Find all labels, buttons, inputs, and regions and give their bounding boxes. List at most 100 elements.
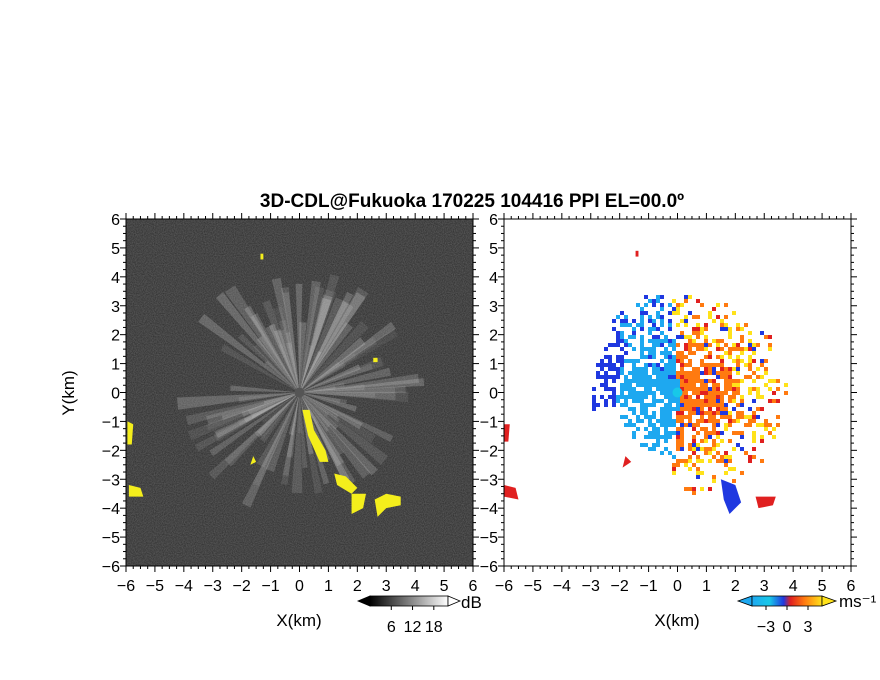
velocity-pixel xyxy=(664,367,668,371)
velocity-pixel xyxy=(684,295,688,299)
velocity-pixel xyxy=(620,323,624,327)
velocity-pixel xyxy=(688,403,692,407)
velocity-pixel xyxy=(732,431,736,435)
velocity-pixel xyxy=(704,391,708,395)
velocity-pixel xyxy=(596,371,600,375)
velocity-pixel xyxy=(728,467,732,471)
velocity-pixel xyxy=(640,383,644,387)
snr-ray xyxy=(299,392,329,432)
snr-overlay-patch xyxy=(260,253,264,260)
velocity-pixel xyxy=(752,447,756,451)
velocity-pixel xyxy=(640,403,644,407)
left-x-tick-label: −3 xyxy=(204,578,222,595)
right-y-tick-label: 3 xyxy=(489,299,498,316)
velocity-pixel xyxy=(716,375,720,379)
right-y-tick-label: −3 xyxy=(480,472,498,489)
velocity-pixel xyxy=(692,463,696,467)
velocity-pixel xyxy=(704,379,708,383)
velocity-pixel xyxy=(688,383,692,387)
right-y-tick-label: −4 xyxy=(480,501,498,518)
velocity-pixel xyxy=(680,459,684,463)
velocity-pixel xyxy=(684,299,688,303)
velocity-pixel xyxy=(608,363,612,367)
velocity-pixel xyxy=(720,399,724,403)
velocity-pixel xyxy=(704,367,708,371)
velocity-pixel xyxy=(672,379,676,383)
velocity-pixel xyxy=(644,411,648,415)
velocity-pixel xyxy=(676,443,680,447)
velocity-pixel xyxy=(740,447,744,451)
velocity-pixel xyxy=(668,435,672,439)
velocity-pixel xyxy=(748,419,752,423)
velocity-pixel xyxy=(668,411,672,415)
velocity-pixel xyxy=(712,439,716,443)
velocity-pixel xyxy=(712,431,716,435)
velocity-pixel xyxy=(700,371,704,375)
velocity-pixel xyxy=(684,487,688,491)
velocity-pixel xyxy=(756,375,760,379)
velocity-pixel xyxy=(684,379,688,383)
velocity-pixel xyxy=(668,383,672,387)
velocity-pixel xyxy=(736,359,740,363)
velocity-pixel xyxy=(724,451,728,455)
velocity-pixel xyxy=(724,407,728,411)
snr-ray xyxy=(299,392,376,444)
velocity-pixel xyxy=(660,451,664,455)
velocity-pixel xyxy=(628,407,632,411)
velocity-pixel xyxy=(636,419,640,423)
velocity-pixel xyxy=(680,331,684,335)
snr-ray xyxy=(252,392,300,486)
velocity-pixel xyxy=(728,335,732,339)
velocity-pixel xyxy=(648,351,652,355)
velocity-pixel xyxy=(676,427,680,431)
velocity-pixel xyxy=(740,395,744,399)
velocity-pixel xyxy=(644,371,648,375)
velocity-pixel xyxy=(656,387,660,391)
snr-ray xyxy=(272,306,300,393)
snr-ray xyxy=(208,392,300,480)
snr-ray xyxy=(299,392,329,417)
velocity-pixel xyxy=(744,323,748,327)
snr-ray xyxy=(299,328,399,393)
velocity-pixels xyxy=(504,250,788,514)
snr-ray xyxy=(224,285,300,393)
velocity-pixel xyxy=(696,391,700,395)
velocity-pixel xyxy=(708,395,712,399)
velocity-pixel xyxy=(704,383,708,387)
velocity-pixel xyxy=(656,343,660,347)
velocity-pixel xyxy=(668,375,672,379)
velocity-pixel xyxy=(620,335,624,339)
velocity-pixel xyxy=(604,347,608,351)
velocity-pixel xyxy=(672,339,676,343)
snr-ray xyxy=(278,329,300,393)
velocity-pixel xyxy=(692,439,696,443)
snr-ray xyxy=(299,392,371,479)
velocity-pixel xyxy=(644,415,648,419)
velocity-pixel xyxy=(704,403,708,407)
velocity-pixel xyxy=(680,383,684,387)
velocity-pixel xyxy=(676,411,680,415)
velocity-pixel xyxy=(692,327,696,331)
velocity-pixel xyxy=(688,371,692,375)
velocity-pixel xyxy=(616,371,620,375)
velocity-pixel xyxy=(736,419,740,423)
snr-ray xyxy=(299,392,394,443)
velocity-pixel xyxy=(688,335,692,339)
velocity-pixel xyxy=(740,399,744,403)
snr-overlay-patch xyxy=(128,485,144,497)
left-y-tick-label: 5 xyxy=(111,241,120,258)
velocity-pixel xyxy=(660,411,664,415)
velocity-pixel xyxy=(700,391,704,395)
velocity-pixel xyxy=(652,327,656,331)
velocity-pixel xyxy=(648,415,652,419)
velocity-pixel xyxy=(704,327,708,331)
snr-ray xyxy=(250,392,300,419)
left-y-tick-label: −6 xyxy=(102,559,120,576)
velocity-pixel xyxy=(700,399,704,403)
snr-ray xyxy=(209,392,300,457)
snr-overlay-patch xyxy=(351,493,367,514)
velocity-pixel xyxy=(716,395,720,399)
velocity-pixel xyxy=(680,399,684,403)
snr-ray xyxy=(299,297,332,393)
snr-overlay-patch xyxy=(127,421,134,445)
